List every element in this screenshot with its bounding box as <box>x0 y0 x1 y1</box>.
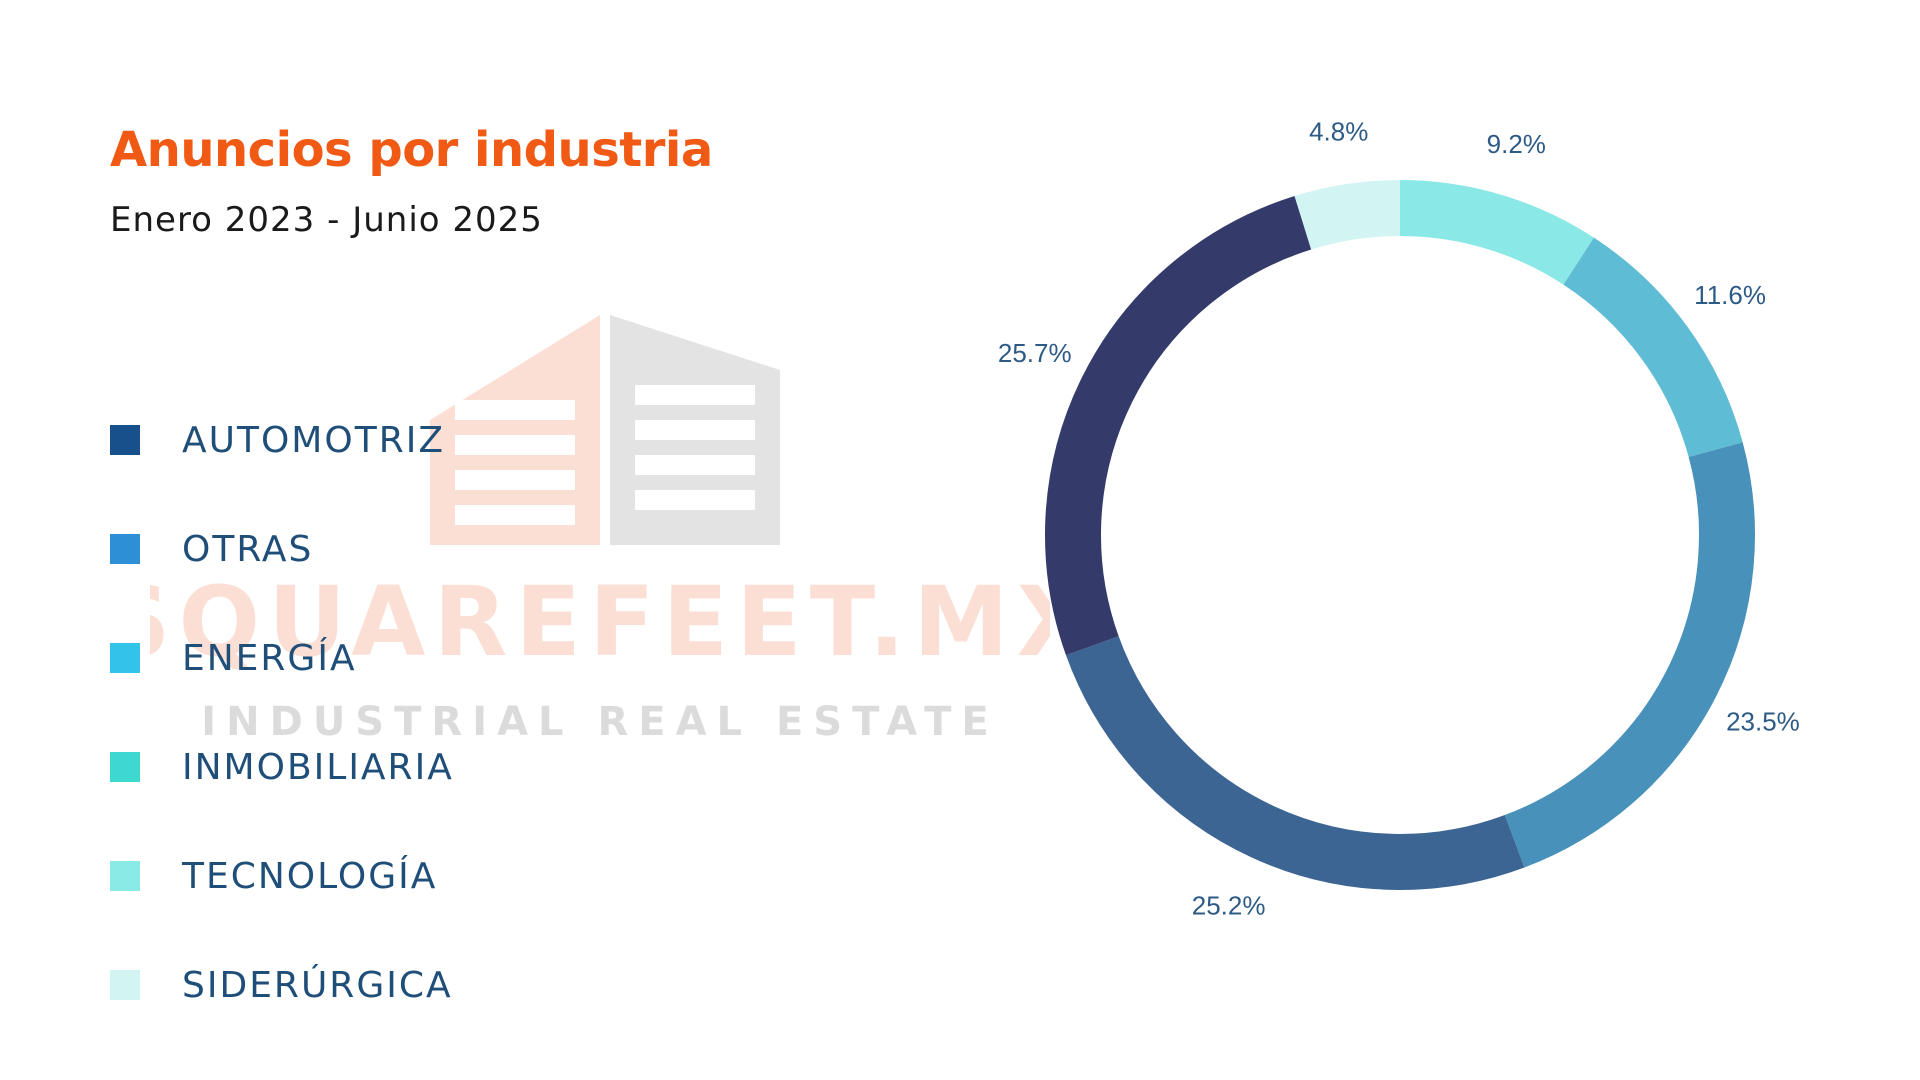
legend-item: SIDERÚRGICA <box>110 964 710 1006</box>
slice-label: 4.8% <box>1309 117 1368 147</box>
legend-label: OTRAS <box>182 528 314 570</box>
slice-label: 9.2% <box>1487 129 1546 159</box>
legend-label: INMOBILIARIA <box>182 746 454 788</box>
chart-title: Anuncios por industria <box>110 122 713 178</box>
legend-label: ENERGÍA <box>182 637 357 679</box>
slice-label: 11.6% <box>1694 280 1766 310</box>
legend-label: SIDERÚRGICA <box>182 964 453 1006</box>
legend-swatch <box>110 425 140 455</box>
donut-slice <box>1504 442 1755 868</box>
legend-swatch <box>110 970 140 1000</box>
legend-item: TECNOLOGÍA <box>110 855 710 897</box>
legend-label: AUTOMOTRIZ <box>182 419 445 461</box>
donut-slice <box>1563 237 1743 458</box>
legend-swatch <box>110 752 140 782</box>
legend-item: ENERGÍA <box>110 637 710 679</box>
slice-label: 25.2% <box>1192 890 1266 920</box>
legend-swatch <box>110 534 140 564</box>
legend-item: INMOBILIARIA <box>110 746 710 788</box>
legend-label: TECNOLOGÍA <box>182 855 438 897</box>
legend-swatch <box>110 643 140 673</box>
slice-label: 23.5% <box>1726 706 1800 736</box>
legend-item: OTRAS <box>110 528 710 570</box>
donut-slice <box>1065 636 1525 890</box>
legend-item: AUTOMOTRIZ <box>110 419 710 461</box>
slice-label: 25.7% <box>998 338 1072 368</box>
donut-slice <box>1399 180 1594 285</box>
donut-slice <box>1294 180 1401 250</box>
legend-swatch <box>110 861 140 891</box>
chart-subtitle: Enero 2023 - Junio 2025 <box>110 200 543 240</box>
donut-slice <box>1045 196 1312 656</box>
